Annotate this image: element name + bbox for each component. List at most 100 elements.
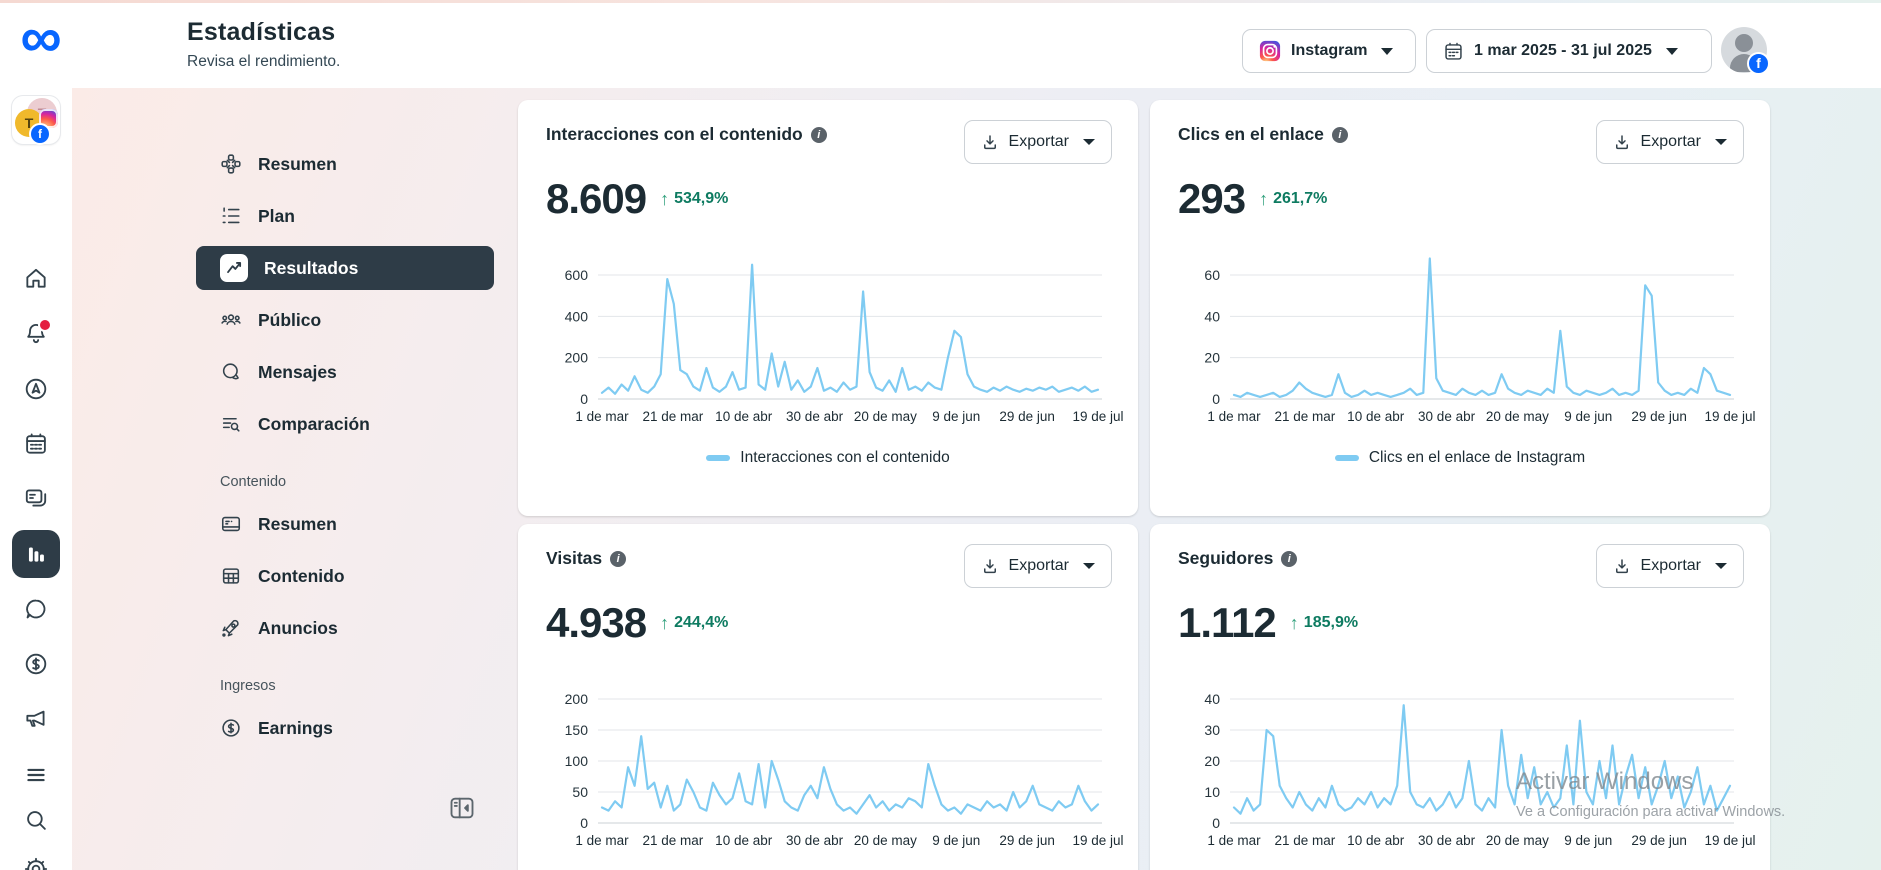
x-axis-label: 1 de mar <box>1207 409 1261 424</box>
platform-selector-button[interactable]: Instagram <box>1242 29 1416 73</box>
x-axis-label: 20 de may <box>853 833 917 848</box>
facebook-mini-icon: f <box>29 123 51 145</box>
x-axis-label: 21 de mar <box>1274 833 1336 848</box>
sidebar-item-publico[interactable]: Público <box>196 298 494 342</box>
x-axis-label: 29 de jun <box>999 409 1055 424</box>
content-icon[interactable] <box>23 485 49 516</box>
sidebar-section-ingresos: Ingresos <box>220 678 276 694</box>
ads-icon[interactable] <box>23 705 49 736</box>
download-icon <box>1613 557 1631 575</box>
y-axis-label: 150 <box>565 722 589 738</box>
earnings-icon <box>220 717 242 739</box>
line-chart: 0 10 20 30 40 <box>1178 677 1742 831</box>
y-axis-label: 400 <box>565 308 589 324</box>
notification-badge <box>38 318 52 332</box>
search-icon[interactable] <box>23 807 49 838</box>
line-chart: 0 200 400 600 <box>546 253 1110 407</box>
arrow-up-icon: ↑ <box>1259 188 1269 209</box>
y-axis-label: 200 <box>565 350 589 366</box>
x-axis-label: 21 de mar <box>1274 409 1336 424</box>
export-button[interactable]: Exportar <box>1595 120 1744 164</box>
x-axis-label: 19 de jul <box>1704 409 1756 424</box>
sidebar-item-contenido-contenido[interactable]: Contenido <box>196 554 494 598</box>
x-axis-labels: 1 de mar 21 de mar 10 de abr 30 de abr 20 de… <box>1178 831 1755 851</box>
ad-center-icon[interactable] <box>23 376 49 407</box>
calendar-icon <box>1443 41 1464 62</box>
date-range-button[interactable]: 1 mar 2025 - 31 jul 2025 <box>1426 29 1712 73</box>
y-axis-label: 10 <box>1204 784 1220 800</box>
info-icon[interactable]: i <box>1331 126 1348 143</box>
x-axis-label: 21 de mar <box>642 409 704 424</box>
y-axis-label: 30 <box>1204 722 1220 738</box>
planner-icon[interactable] <box>23 431 49 462</box>
sidebar-item-plan[interactable]: Plan <box>196 194 494 238</box>
info-icon[interactable]: i <box>610 550 627 567</box>
notifications-icon[interactable] <box>23 318 52 351</box>
platform-selector-label: Instagram <box>1291 42 1368 59</box>
x-axis-label: 1 de mar <box>575 833 629 848</box>
metric-delta-value: 244,4% <box>674 614 729 631</box>
collapse-sidebar-button[interactable] <box>448 794 476 827</box>
x-axis-label: 9 de jun <box>932 833 981 848</box>
sidebar-item-anuncios[interactable]: Anuncios <box>196 606 494 650</box>
ads-rocket-icon <box>220 617 242 639</box>
settings-icon[interactable] <box>23 856 49 870</box>
results-icon <box>220 254 248 282</box>
sidebar-item-label: Mensajes <box>258 361 337 382</box>
export-button[interactable]: Exportar <box>963 544 1112 588</box>
page-header: ∞ Estadísticas Revisa el rendimiento. In… <box>0 3 1881 88</box>
chart-line <box>600 735 1100 815</box>
sidebar-item-contenido-resumen[interactable]: Resumen <box>196 502 494 546</box>
card-title: Visitas <box>546 548 603 568</box>
all-tools-icon[interactable] <box>23 762 49 793</box>
sidebar-item-earnings[interactable]: Earnings <box>196 706 494 750</box>
meta-logo-icon[interactable]: ∞ <box>20 5 62 70</box>
x-axis-label: 10 de abr <box>715 833 773 848</box>
sidebar-item-label: Resultados <box>264 257 359 278</box>
sidebar-item-mensajes[interactable]: Mensajes <box>196 350 494 394</box>
sidebar-item-label: Resumen <box>258 513 337 534</box>
y-axis-label: 0 <box>580 815 588 831</box>
plan-icon <box>220 205 242 227</box>
page-subtitle: Revisa el rendimiento. <box>187 53 341 70</box>
insights-sidebar: Resumen Plan Resultados <box>196 142 494 758</box>
chevron-down-icon <box>1381 47 1394 55</box>
chevron-down-icon <box>1715 563 1727 569</box>
info-icon[interactable]: i <box>1281 550 1298 567</box>
y-axis-label: 0 <box>1212 815 1220 831</box>
legend-label: Interacciones con el contenido <box>740 449 950 466</box>
export-button[interactable]: Exportar <box>1595 544 1744 588</box>
y-axis-label: 0 <box>580 391 588 407</box>
sidebar-item-resultados[interactable]: Resultados <box>196 246 494 290</box>
chevron-down-icon <box>1715 139 1727 145</box>
sidebar-item-label: Earnings <box>258 717 333 738</box>
y-axis-label: 50 <box>572 784 588 800</box>
inbox-icon[interactable] <box>23 596 49 627</box>
monetization-icon[interactable] <box>23 651 49 682</box>
chevron-down-icon <box>1665 47 1678 55</box>
x-axis-label: 20 de may <box>1485 833 1549 848</box>
sidebar-item-label: Anuncios <box>258 617 338 638</box>
x-axis-label: 21 de mar <box>642 833 704 848</box>
export-button[interactable]: Exportar <box>963 120 1112 164</box>
x-axis-labels: 1 de mar 21 de mar 10 de abr 30 de abr 20 de… <box>546 407 1123 427</box>
metric-delta-value: 534,9% <box>674 190 729 207</box>
download-icon <box>981 133 999 151</box>
x-axis-label: 10 de abr <box>715 409 773 424</box>
x-axis-label: 29 de jun <box>1631 833 1687 848</box>
y-axis-label: 200 <box>565 691 589 707</box>
info-icon[interactable]: i <box>810 126 827 143</box>
insights-icon[interactable] <box>12 530 60 578</box>
metric-value: 4.938 <box>546 599 647 646</box>
y-axis-label: 20 <box>1204 753 1220 769</box>
business-avatar[interactable]: T T f <box>12 96 60 145</box>
arrow-up-icon: ↑ <box>1289 612 1299 633</box>
x-axis-label: 19 de jul <box>1072 833 1124 848</box>
sidebar-item-resumen[interactable]: Resumen <box>196 142 494 186</box>
sidebar-item-comparacion[interactable]: Comparación <box>196 402 494 446</box>
card-clics-enlace: Clics en el enlace i Exportar 293 ↑ 261,… <box>1150 100 1770 516</box>
sidebar-item-label: Comparación <box>258 413 370 434</box>
profile-avatar[interactable]: f <box>1721 27 1770 75</box>
home-icon[interactable] <box>23 265 49 296</box>
